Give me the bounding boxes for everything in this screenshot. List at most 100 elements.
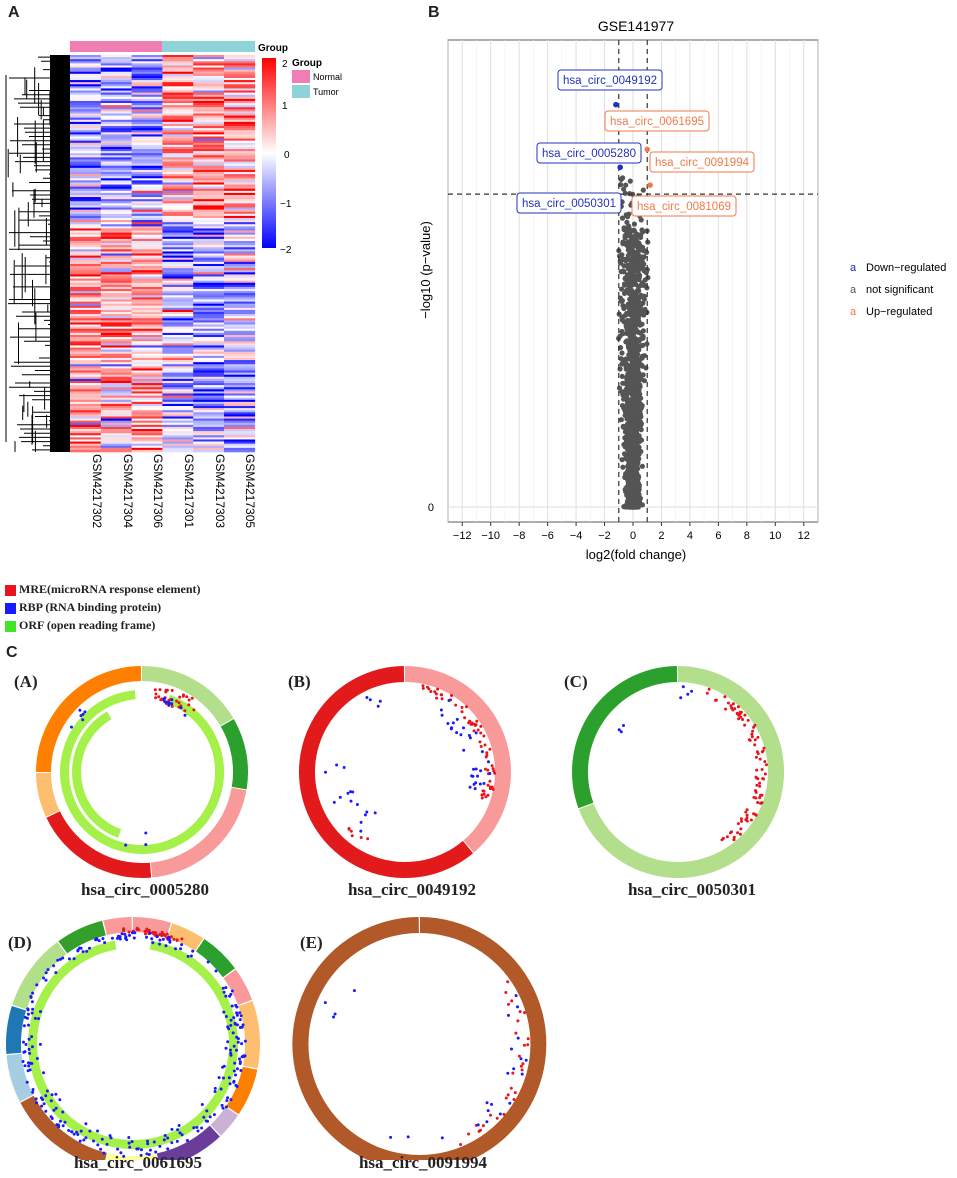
heatmap-cell — [162, 337, 194, 340]
heatmap-cell — [70, 228, 102, 231]
heatmap-cell — [100, 59, 132, 62]
heatmap-cell — [100, 111, 132, 114]
heatmap-cell — [193, 247, 225, 250]
data-point — [619, 457, 625, 463]
heatmap-cell — [193, 163, 225, 167]
heatmap-cell — [100, 424, 132, 428]
heatmap-cell — [162, 144, 194, 148]
heatmap-cell — [193, 243, 225, 246]
heatmap-cell — [162, 226, 194, 229]
heatmap-cell — [193, 103, 225, 106]
heatmap-cell — [70, 406, 102, 409]
mre-site — [489, 1113, 492, 1117]
heatmap-cell — [162, 406, 194, 409]
heatmap-cell — [224, 172, 256, 175]
heatmap-cell — [70, 157, 102, 160]
heatmap-cell — [70, 144, 102, 148]
data-point — [624, 376, 630, 382]
labeled-point — [644, 146, 651, 153]
heatmap-cell — [162, 301, 194, 304]
heatmap-cell — [224, 207, 256, 210]
mre-site — [122, 927, 126, 931]
heatmap-cell — [70, 224, 102, 227]
heatmap-cell — [70, 270, 102, 273]
heatmap-cell — [70, 414, 102, 417]
rbp-site — [233, 1022, 237, 1026]
sample-label: GSM4217303 — [213, 454, 227, 528]
rbp-site — [478, 782, 482, 786]
heatmap-cell — [131, 240, 163, 244]
heatmap-cell — [224, 197, 256, 200]
heatmap-cell — [162, 73, 194, 77]
heatmap-cell — [100, 113, 132, 116]
heatmap-cell — [70, 132, 102, 135]
mre-site — [745, 808, 749, 812]
heatmap-cell — [193, 115, 225, 118]
heatmap-cell — [131, 65, 163, 68]
rbp-site — [170, 698, 174, 702]
heatmap-cell — [193, 197, 225, 200]
heatmap-cell — [70, 268, 102, 271]
heatmap-cell — [162, 94, 194, 98]
heatmap-cell — [162, 159, 194, 162]
heatmap-cell — [224, 259, 256, 263]
heatmap-cell — [224, 167, 256, 171]
heatmap-cell — [193, 301, 225, 304]
mre-site — [434, 692, 438, 696]
data-point — [620, 464, 626, 470]
heatmap-cell — [131, 291, 163, 294]
heatmap-cell — [193, 372, 225, 375]
heatmap-cell — [131, 92, 163, 95]
heatmap-cell — [70, 192, 102, 196]
heatmap-cell — [131, 424, 163, 428]
heatmap-cell — [100, 71, 132, 75]
heatmap-cell — [100, 151, 132, 154]
data-point — [626, 284, 632, 290]
rbp-site — [180, 943, 184, 947]
rbp-site — [35, 1101, 39, 1105]
heatmap-cell — [100, 90, 132, 93]
heatmap-cell — [131, 188, 163, 192]
threshold-lines — [448, 40, 818, 522]
heatmap-cell — [131, 132, 163, 135]
heatmap-cell — [100, 339, 132, 342]
heatmap-cell — [162, 355, 194, 359]
heatmap-cell — [131, 410, 163, 413]
point-label-text: hsa_circ_0061695 — [610, 116, 704, 128]
heatmap-cell — [70, 103, 102, 106]
legend-swatch-normal — [292, 70, 310, 83]
heatmap-cell — [100, 263, 132, 267]
heatmap-cell — [100, 395, 132, 398]
heatmap-cell — [70, 449, 102, 453]
heatmap-cell — [193, 144, 225, 148]
rbp-site — [449, 727, 453, 731]
heatmap-cell — [162, 435, 194, 438]
rbp-site — [26, 1008, 30, 1012]
rbp-site — [42, 976, 46, 980]
heatmap-cell — [224, 238, 256, 242]
heatmap-cell — [224, 383, 256, 386]
heatmap-cell — [70, 59, 102, 62]
heatmap-cell — [131, 82, 163, 85]
heatmap-cell — [131, 163, 163, 167]
mre-site — [723, 695, 727, 699]
heatmap-cell — [193, 100, 225, 104]
data-point — [639, 363, 645, 369]
heatmap-cell — [131, 88, 163, 91]
heatmap-cell — [193, 276, 225, 279]
heatmap-cell — [162, 326, 194, 330]
heatmap-cell — [70, 180, 102, 183]
heatmap-cell — [193, 343, 225, 346]
heatmap-cell — [131, 345, 163, 348]
heatmap-cell — [193, 441, 225, 444]
heatmap-cell — [100, 318, 132, 321]
heatmap-cell — [70, 117, 102, 121]
heatmap-cell — [224, 414, 256, 417]
mre-site — [143, 929, 147, 933]
exon-segment — [210, 1107, 238, 1136]
heatmap-cell — [224, 59, 256, 62]
heatmap-cell — [70, 424, 102, 428]
circos-plot-a — [36, 666, 249, 879]
heatmap-cell — [193, 295, 225, 298]
heatmap-cell — [224, 149, 256, 152]
